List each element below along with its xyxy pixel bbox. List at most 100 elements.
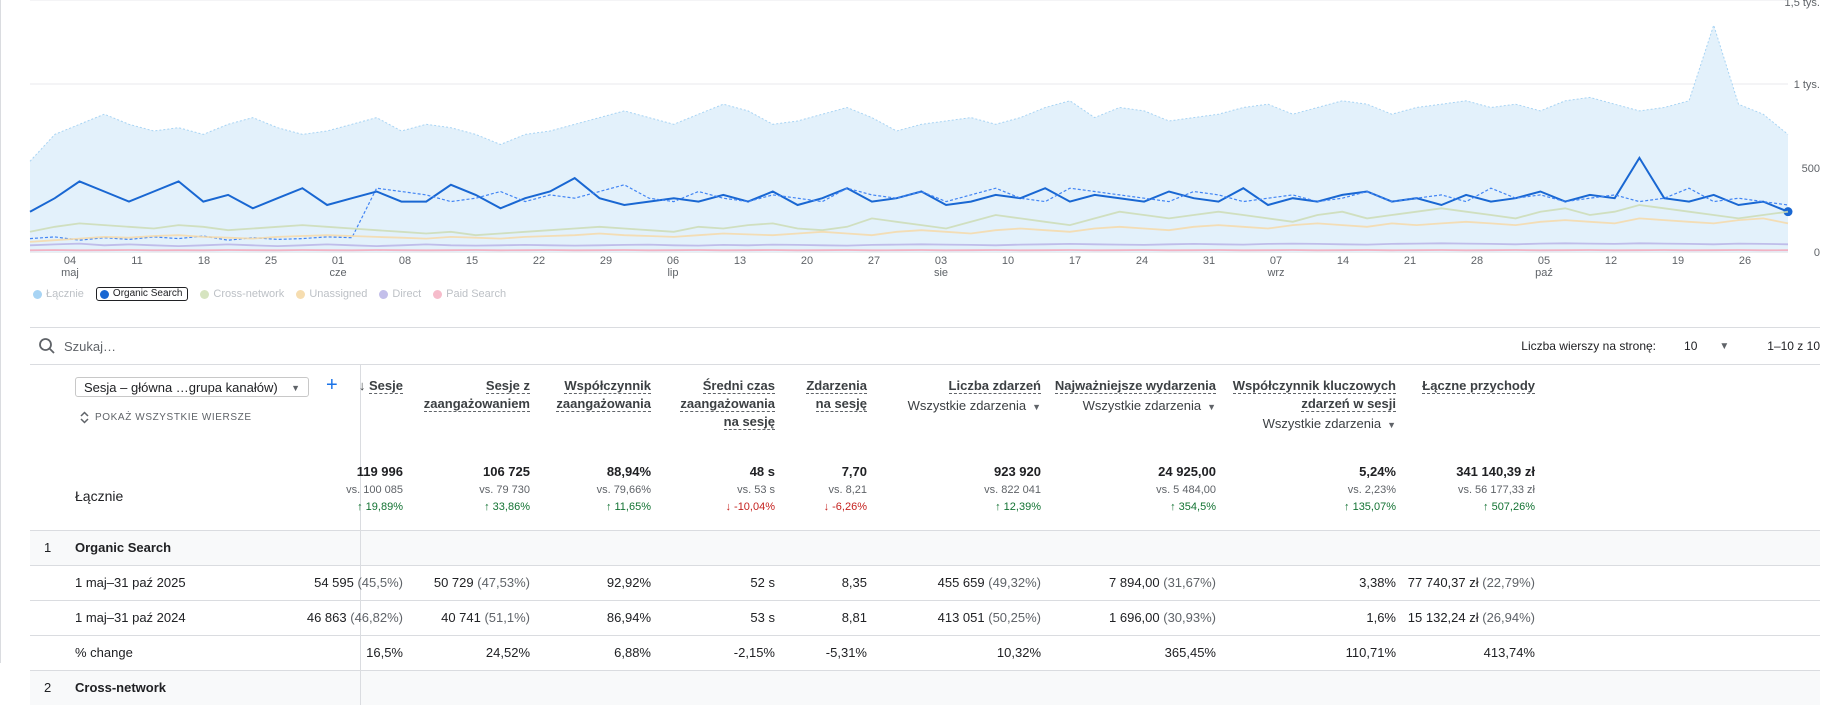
legend-swatch-icon [100, 290, 109, 299]
totals-label: Łącznie [75, 488, 123, 504]
y-tick-label: 500 [1802, 163, 1820, 175]
sort-arrow-icon: ↓ [359, 378, 369, 393]
table-cell: 46 863 (46,82%) [307, 610, 403, 625]
metric-header[interactable]: Łączne przychody [1422, 377, 1535, 395]
table-cell: 8,81 [842, 610, 867, 625]
comparison-value: vs. 822 041 [984, 484, 1041, 496]
x-tick-label: 15 [466, 255, 478, 267]
x-tick-label: 19 [1672, 255, 1684, 267]
show-all-rows-button[interactable]: POKAŻ WSZYSTKIE WIERSZE [80, 411, 252, 424]
totals-dimension-cell: Łącznie [30, 460, 361, 530]
show-all-rows-label: POKAŻ WSZYSTKIE WIERSZE [95, 412, 252, 423]
table-cell: 1 696,00 (30,93%) [1109, 610, 1216, 625]
event-filter-select[interactable]: Wszystkie zdarzenia▼ [1233, 415, 1396, 434]
x-tick-label: 28 [1471, 255, 1483, 267]
cell-value: 54 595 [314, 575, 354, 590]
event-filter-label: Wszystkie zdarzenia [1083, 398, 1201, 413]
x-tick-label: 22 [533, 255, 545, 267]
legend-item-paid-search[interactable]: Paid Search [433, 288, 506, 300]
legend-label: Direct [392, 288, 421, 300]
metric-header-label: Sesje [369, 378, 403, 394]
x-tick-label: 29 [600, 255, 612, 267]
add-dimension-button[interactable]: + [326, 375, 338, 395]
total-value: 88,94% [597, 464, 651, 479]
cell-value: 110,71% [1346, 645, 1396, 660]
dimension-select[interactable]: Sesja – główna …grupa kanałów) ▼ [75, 377, 309, 397]
expand-icon [80, 411, 89, 424]
cell-value: 8,35 [842, 575, 867, 590]
comparison-value: vs. 100 085 [346, 484, 403, 496]
table-cell: 50 729 (47,53%) [434, 575, 530, 590]
x-tick-label: 17 [1069, 255, 1081, 267]
totals-cell: 88,94%vs. 79,66%↑ 11,65% [597, 464, 651, 513]
cell-value: 7 894,00 [1109, 575, 1160, 590]
cell-value: 365,45% [1165, 645, 1216, 660]
change-value: ↓ -10,04% [725, 501, 775, 513]
cell-value: 10,32% [997, 645, 1041, 660]
chevron-down-icon: ▼ [291, 378, 300, 398]
rows-per-page-label: Liczba wierszy na stronę: [1521, 339, 1656, 353]
pagination-range: 1–10 z 10 [1767, 339, 1820, 353]
metric-header-label: na sesję [724, 414, 775, 430]
chevron-down-icon[interactable]: ▼ [1719, 341, 1729, 352]
legend-item-unassigned[interactable]: Unassigned [296, 288, 367, 300]
event-filter-select[interactable]: Wszystkie zdarzenia▼ [908, 397, 1041, 416]
cell-share: (30,93%) [1160, 610, 1216, 625]
legend-item-direct[interactable]: Direct [379, 288, 421, 300]
x-tick-label: 06 [667, 255, 679, 267]
cell-value: 455 659 [938, 575, 985, 590]
legend-item-organic-search[interactable]: Organic Search [96, 287, 188, 301]
event-filter-select[interactable]: Wszystkie zdarzenia▼ [1055, 397, 1216, 416]
total-value: 48 s [725, 464, 775, 479]
row-index: 2 [44, 680, 51, 695]
x-tick-label: 24 [1136, 255, 1148, 267]
x-tick-label: 01 [332, 255, 344, 267]
comparison-value: vs. 53 s [725, 484, 775, 496]
x-tick-label: 11 [131, 255, 142, 267]
table-cell: 10,32% [997, 645, 1041, 660]
table-toolbar: Szukaj… Liczba wierszy na stronę: 10 ▼ 1… [30, 327, 1820, 365]
metric-header-label: Sesje z [486, 378, 530, 394]
cell-share: (31,67%) [1160, 575, 1216, 590]
x-tick-month-label: cze [329, 267, 346, 279]
legend-swatch-icon [433, 290, 442, 299]
table-cell: 54 595 (45,5%) [314, 575, 403, 590]
y-tick-label: 1 tys. [1794, 79, 1820, 91]
change-value: ↑ 135,07% [1344, 501, 1396, 513]
x-tick-label: 08 [399, 255, 411, 267]
cell-value: 46 863 [307, 610, 347, 625]
legend-item-cross-network[interactable]: Cross-network [200, 288, 284, 300]
metric-header-label: zaangażowania [680, 396, 775, 412]
table-cell: 92,92% [607, 575, 651, 590]
table-cell: -2,15% [734, 645, 775, 660]
metric-header-label: Łączne przychody [1422, 378, 1535, 394]
rows-per-page-select[interactable]: 10 [1684, 339, 1697, 353]
search-icon[interactable] [36, 335, 58, 357]
x-tick-label: 13 [734, 255, 746, 267]
cell-value: 92,92% [607, 575, 651, 590]
table-cell: -5,31% [826, 645, 867, 660]
metric-header-label: Współczynnik kluczowych [1233, 378, 1396, 394]
cell-value: 15 132,24 zł [1408, 610, 1479, 625]
cell-value: 50 729 [434, 575, 474, 590]
cell-value: 1,6% [1366, 610, 1396, 625]
metric-header[interactable]: ↓ Sesje [359, 377, 403, 395]
legend-item-łącznie[interactable]: Łącznie [33, 288, 84, 300]
metric-header[interactable]: Współczynnik kluczowych zdarzeń w sesji Ws… [1233, 377, 1396, 434]
cell-share: (46,82%) [347, 610, 403, 625]
search-input[interactable]: Szukaj… [64, 339, 116, 354]
totals-cell: 48 s vs. 53 s ↓ -10,04% [725, 464, 775, 513]
metric-header-label: zdarzeń w sesji [1301, 396, 1396, 412]
legend-label: Łącznie [46, 288, 84, 300]
